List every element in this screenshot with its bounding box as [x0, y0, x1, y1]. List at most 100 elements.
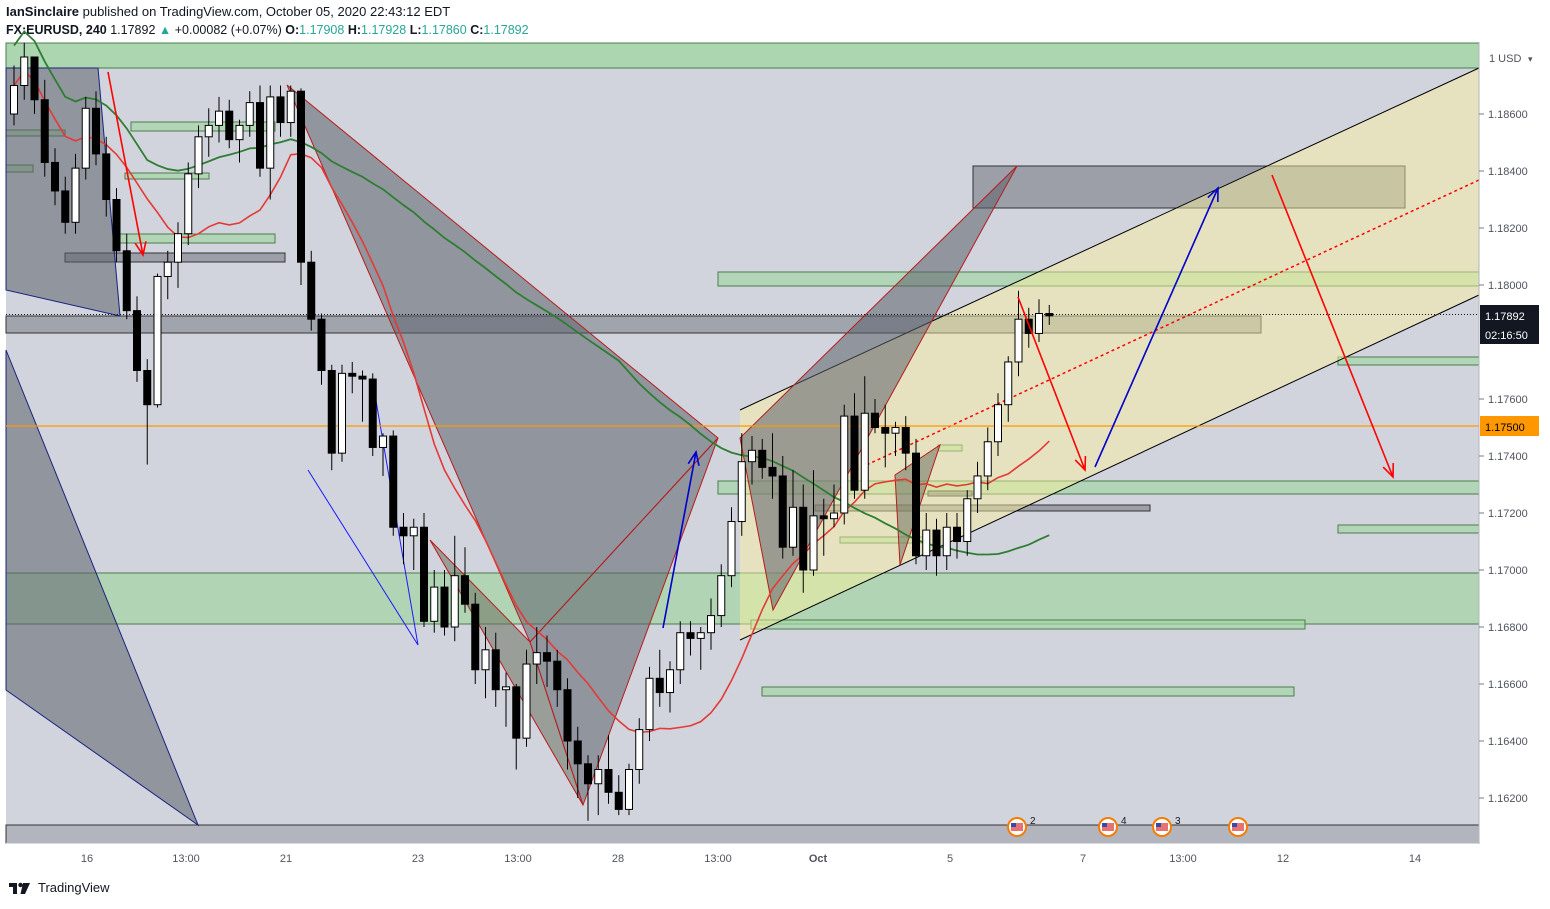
tradingview-logo-icon: [9, 882, 30, 894]
time-tick-label: 12: [1277, 853, 1289, 865]
level-price-label: 1.17500: [1485, 422, 1525, 434]
candle-body: [584, 763, 592, 785]
candle-body: [297, 90, 305, 263]
zone-bar: [750, 619, 1306, 630]
candle-body: [30, 56, 39, 101]
price-tick-label: 1.17200: [1488, 508, 1528, 520]
price-tick-label: 1.17600: [1488, 394, 1528, 406]
price-ticks: 1.18600 1.18400 1.18200 1.18000 1.17600 1.174…: [1479, 109, 1528, 805]
us-flag-icon[interactable]: 4: [1098, 816, 1127, 837]
candle-body: [953, 526, 961, 542]
economic-events[interactable]: 2 4 3: [1007, 816, 1248, 837]
projection-arrows: [107, 71, 1395, 629]
grid-lines: [6, 314, 1479, 427]
candle-body: [399, 526, 408, 537]
candle-body: [573, 740, 582, 765]
zone-bar: [1337, 524, 1480, 534]
candle-body: [799, 506, 808, 571]
candle-body: [809, 515, 818, 571]
time-ticks: 16 13:00 21 23 13:00 28 13:00 Oct 5 7 13:00 12 14: [81, 853, 1421, 865]
flag-canton: [1156, 823, 1161, 827]
harmonic-patterns: [5, 67, 1018, 827]
change-up-icon: ▲: [158, 23, 172, 37]
ma-fast-line: [13, 70, 1050, 734]
drawing-zones: [5, 42, 1480, 844]
candle-body: [163, 261, 172, 277]
candle-body: [768, 466, 777, 477]
candle-body: [409, 526, 418, 537]
candle-body: [358, 375, 367, 380]
candle-body: [51, 161, 59, 192]
candle-body: [20, 56, 29, 86]
time-tick-label: 13:00: [504, 853, 532, 865]
tradingview-brand[interactable]: TradingView: [8, 880, 110, 895]
eu-us-flags-icon[interactable]: 2: [1007, 816, 1036, 837]
candle-body: [594, 769, 603, 785]
arrow-down-1-head: [1074, 455, 1087, 472]
candle-body: [327, 370, 336, 454]
low-value: 1.17860: [421, 23, 467, 37]
symbol-legend: FX:EURUSD, 240 1.17892 ▲ +0.00082 (+0.07…: [6, 22, 529, 38]
candle-body: [215, 110, 223, 126]
flag-stripes: [1011, 823, 1023, 831]
flag-stripes: [1102, 823, 1114, 831]
flag-stripes: [1156, 823, 1168, 831]
close-value: 1.17892: [483, 23, 529, 37]
last-price-label: 1.17892: [1485, 311, 1525, 323]
candle-body: [625, 769, 633, 810]
arrow-early-up: [662, 451, 697, 629]
time-tick-label: 13:00: [1169, 853, 1197, 865]
ma-slow-line: [13, 30, 1050, 556]
candle-body: [707, 615, 715, 634]
candle-body: [686, 632, 695, 639]
candle-body: [153, 275, 162, 406]
price-tick-label: 1.17000: [1488, 565, 1528, 577]
candle-body: [368, 378, 377, 448]
candle-body: [225, 110, 234, 141]
flag-stripes: [1232, 823, 1244, 831]
candle-body: [994, 404, 1002, 443]
time-tick-label: 16: [81, 853, 93, 865]
currency-dropdown-icon[interactable]: ▾: [1528, 54, 1533, 64]
price-tick-label: 1.17400: [1488, 451, 1528, 463]
price-tick-label: 1.18000: [1488, 280, 1528, 292]
candle-body: [133, 310, 141, 371]
arrow-early-down: [107, 71, 144, 256]
countdown-label-bg: [1480, 325, 1539, 344]
candle-body: [10, 85, 18, 115]
pattern-right-leg: [739, 165, 1018, 612]
price-tick-label: 1.18200: [1488, 223, 1528, 235]
candle-body: [727, 521, 736, 577]
candle-body: [1035, 313, 1043, 334]
candles[interactable]: [10, 42, 1054, 821]
ascending-channel-fill: [740, 68, 1479, 640]
candle-body: [1045, 313, 1054, 317]
event-count: 3: [1175, 816, 1181, 827]
price-labels: 1.17892 02:16:50 1.17500: [1480, 305, 1539, 436]
high-label: H:: [347, 23, 362, 37]
price-tick-label: 1.18400: [1488, 166, 1528, 178]
flag-canton: [1011, 823, 1016, 827]
zone-bar: [761, 686, 1295, 697]
candle-body: [901, 427, 910, 454]
candle-body: [122, 250, 131, 312]
symbol-name[interactable]: FX:EURUSD, 240: [6, 23, 107, 37]
currency-label: 1 USD: [1489, 53, 1521, 65]
candle-body: [830, 512, 838, 520]
pattern-low-leg: [429, 539, 584, 806]
candle-body: [676, 632, 685, 671]
author-name[interactable]: IanSinclaire: [6, 4, 79, 19]
candle-body: [276, 96, 285, 124]
price-chart[interactable]: 2 4 3 1 USD ▾ 1.18600 1.18400 1.18200 1.18000…: [0, 0, 1550, 878]
price-tick-label: 1.16600: [1488, 679, 1528, 691]
us-flag-icon[interactable]: [1228, 817, 1248, 837]
time-axis[interactable]: [6, 843, 1479, 876]
candle-body: [717, 575, 726, 617]
candle-body: [502, 686, 510, 691]
arrow-up-1: [1094, 187, 1219, 468]
candle-body: [143, 370, 152, 406]
published-text: published on TradingView.com, October 05…: [82, 4, 451, 19]
us-flag-icon[interactable]: 3: [1152, 816, 1181, 837]
zone-bar: [130, 121, 276, 132]
price-axis[interactable]: [1479, 43, 1550, 843]
